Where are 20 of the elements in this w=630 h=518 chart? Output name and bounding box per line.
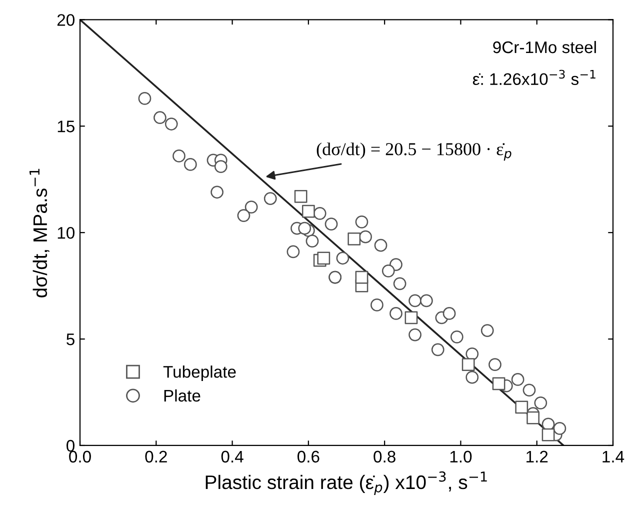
x-tick-label: 1.0: [450, 450, 472, 463]
y-axis-title: dσ/dt, MPa.s$^{−1}$: [30, 168, 50, 298]
x-tick-label: 1.2: [526, 450, 548, 462]
annotation: ε̇: 1.26x10$^{−3}$ s$^{−1}$: [472, 70, 596, 86]
y-tick-label: 0: [66, 440, 74, 452]
x-axis-title: Plastic strain rate (ε̇$_{p}$) x10$^{−3}$, s$^{−1}$: [206, 471, 487, 495]
legend-label: Plate: [164, 389, 200, 402]
x-tick-label: 1.4: [602, 450, 624, 462]
annotation: 9Cr-1Mo steel: [493, 40, 596, 54]
x-tick-label: 0.2: [145, 450, 167, 463]
legend-label: Tubeplate: [163, 366, 236, 382]
x-tick-label: 0.4: [221, 450, 244, 463]
y-tick-label: 15: [58, 120, 74, 132]
x-tick-label: 0.6: [298, 450, 320, 463]
y-tick-label: 5: [66, 334, 74, 346]
annotation: (dσ/dt) = 20.5 − 15800 · ε̇$_{p}$: [316, 142, 512, 161]
x-tick-label: 0.8: [374, 450, 396, 463]
y-tick-label: 10: [58, 226, 74, 239]
x-tick-label: 0.0: [69, 450, 91, 463]
y-tick-label: 20: [57, 14, 74, 26]
